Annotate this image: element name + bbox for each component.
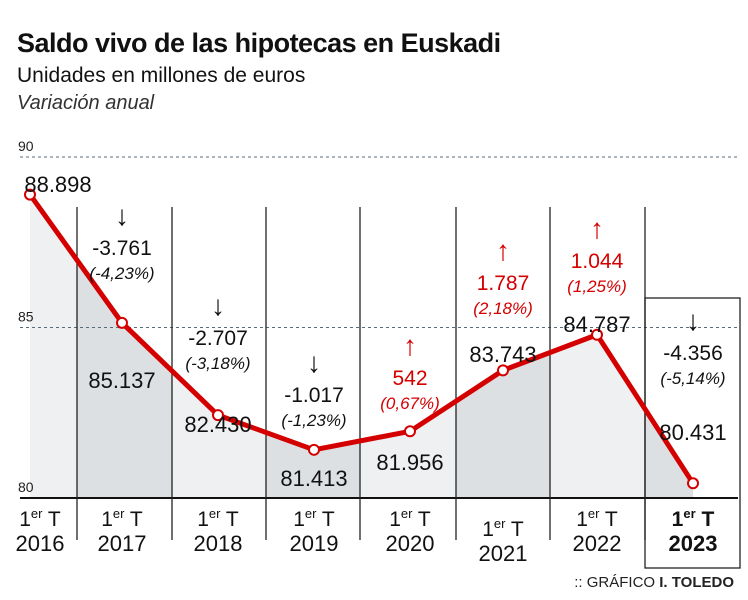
- x-tick-quarter: 1er T: [672, 506, 715, 531]
- x-tick-year: 2019: [290, 531, 339, 556]
- credit-author: I. TOLEDO: [659, 574, 734, 591]
- chart-title: Saldo vivo de las hipotecas en Euskadi: [17, 28, 501, 58]
- change-percent: (-4,23%): [89, 264, 154, 283]
- x-tick-year: 2016: [16, 531, 65, 556]
- value-label: 80.431: [659, 420, 726, 445]
- x-tick-quarter: 1er T: [389, 506, 431, 531]
- y-tick-label: 85: [18, 309, 34, 325]
- value-label: 85.137: [88, 368, 155, 393]
- x-tick-year: 2018: [194, 531, 243, 556]
- x-tick-year: 2022: [573, 531, 622, 556]
- x-tick-quarter: 1er T: [293, 506, 335, 531]
- change-percent: (0,67%): [380, 394, 440, 413]
- change-percent: (1,25%): [567, 277, 627, 296]
- x-tick-year: 2017: [98, 531, 147, 556]
- change-percent: (-3,18%): [185, 354, 250, 373]
- x-tick-year: 2021: [479, 541, 528, 566]
- arrow-up-icon: ↑: [496, 235, 510, 266]
- data-point: [497, 364, 509, 377]
- area-stripe: [456, 194, 550, 498]
- chart-subtitle: Unidades en millones de euros: [17, 64, 306, 87]
- arrow-up-icon: ↑: [590, 213, 604, 244]
- y-tick-label: 90: [18, 138, 34, 154]
- arrow-down-icon: ↓: [115, 200, 129, 231]
- highlight-box-2023: [644, 297, 741, 569]
- x-tick-quarter: 1er T: [576, 506, 618, 531]
- arrow-down-icon: ↓: [686, 305, 700, 336]
- data-point: [591, 328, 603, 341]
- value-label: 83.743: [469, 342, 536, 367]
- value-label: 84.787: [563, 312, 630, 337]
- x-tick-quarter: 1er T: [101, 506, 143, 531]
- x-tick-quarter: 1er T: [19, 506, 61, 531]
- x-tick-quarter: 1er T: [197, 506, 239, 531]
- change-value: -4.356: [663, 342, 723, 365]
- x-tick-year: 2020: [386, 531, 435, 556]
- arrow-down-icon: ↓: [307, 347, 321, 378]
- data-point: [687, 477, 699, 490]
- y-tick-label: 80: [18, 479, 34, 495]
- change-value: -2.707: [188, 327, 248, 350]
- change-value: -3.761: [92, 237, 152, 260]
- chart-note: Variación anual: [17, 92, 155, 114]
- x-tick-year: 2023: [669, 531, 718, 556]
- change-value: -1.017: [284, 384, 344, 407]
- value-label: 88.898: [24, 172, 91, 197]
- change-percent: (-5,14%): [660, 369, 725, 388]
- data-point: [308, 443, 320, 456]
- data-point: [212, 409, 224, 422]
- data-point: [24, 188, 36, 201]
- value-label: 81.413: [280, 466, 347, 491]
- change-value: 1.787: [477, 272, 530, 295]
- change-value: 1.044: [571, 250, 624, 273]
- value-label: 82.430: [184, 412, 251, 437]
- change-value: 542: [392, 367, 427, 390]
- data-point: [404, 425, 416, 438]
- credit-prefix: :: GRÁFICO: [574, 574, 656, 591]
- arrow-up-icon: ↑: [403, 330, 417, 361]
- change-percent: (-1,23%): [281, 411, 346, 430]
- data-line: [27, 193, 696, 485]
- x-tick-quarter: 1er T: [482, 516, 524, 541]
- data-point: [116, 316, 128, 329]
- credit: :: GRÁFICO I. TOLEDO: [574, 574, 734, 591]
- value-label: 81.956: [376, 450, 443, 475]
- arrow-down-icon: ↓: [211, 290, 225, 321]
- change-percent: (2,18%): [473, 299, 533, 318]
